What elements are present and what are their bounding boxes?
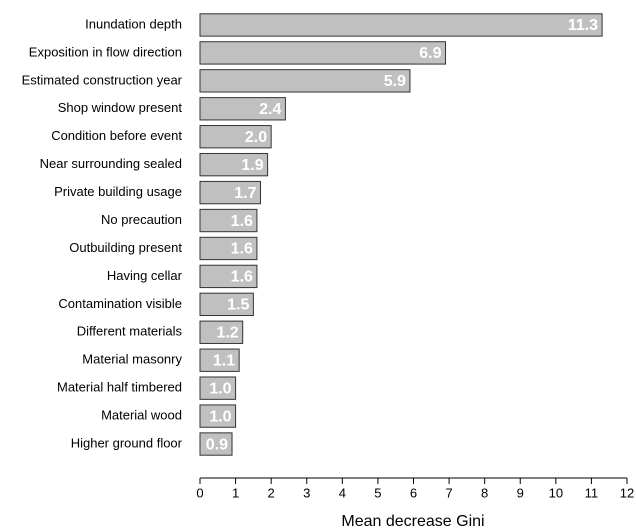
value-label: 1.7	[234, 185, 256, 202]
value-label: 1.6	[231, 213, 253, 230]
x-tick-label: 6	[410, 485, 417, 500]
y-tick-label: Condition before event	[51, 128, 182, 143]
bar	[199, 236, 258, 261]
bar	[199, 404, 237, 428]
x-tick-label: 11	[585, 485, 599, 500]
y-tick-label: Material masonry	[82, 352, 182, 367]
y-tick-label: Exposition in flow direction	[29, 44, 182, 59]
bar	[199, 264, 258, 289]
value-label: 1.6	[231, 269, 253, 286]
value-label: 1.2	[216, 325, 238, 342]
bar	[199, 376, 237, 400]
bar	[199, 13, 603, 37]
x-axis-title: Mean decrease Gini	[341, 513, 484, 530]
value-label: 6.9	[419, 45, 441, 62]
x-tick-label: 2	[268, 485, 275, 500]
y-tick-label: Higher ground floor	[71, 435, 183, 450]
value-label: 1.0	[209, 408, 231, 425]
value-label: 2.0	[245, 129, 267, 146]
x-tick-label: 1	[232, 485, 239, 500]
value-label: 11.3	[568, 17, 598, 34]
x-tick-label: 12	[620, 485, 634, 500]
y-tick-label: Different materials	[77, 324, 183, 339]
bar	[199, 97, 286, 121]
value-label: 1.1	[213, 352, 235, 369]
bar	[199, 69, 411, 93]
x-tick-label: 9	[517, 485, 524, 500]
value-label: 1.0	[209, 380, 231, 397]
bar	[199, 208, 258, 233]
bar	[199, 432, 233, 456]
y-tick-label: No precaution	[101, 212, 182, 227]
y-tick-label: Inundation depth	[85, 16, 182, 31]
y-tick-label: Contamination visible	[58, 296, 182, 311]
value-label: 1.6	[231, 241, 253, 258]
bar	[199, 348, 240, 372]
value-label: 1.5	[227, 297, 249, 314]
x-tick-label: 3	[303, 485, 310, 500]
y-tick-label: Near surrounding sealed	[40, 156, 182, 171]
x-tick-label: 0	[196, 485, 203, 500]
x-tick-label: 8	[481, 485, 488, 500]
bar	[199, 41, 447, 65]
y-tick-label: Private building usage	[54, 184, 182, 199]
x-tick-label: 4	[339, 485, 346, 500]
bar	[199, 152, 269, 177]
bar	[199, 125, 272, 149]
bar	[199, 180, 261, 205]
x-tick-label: 10	[549, 485, 563, 500]
value-label: 2.4	[259, 101, 281, 118]
value-label: 1.9	[241, 157, 263, 174]
value-label: 0.9	[206, 436, 228, 453]
x-tick-label: 5	[374, 485, 381, 500]
y-tick-label: Material wood	[101, 408, 182, 423]
bar	[199, 292, 254, 317]
y-tick-label: Shop window present	[58, 100, 183, 115]
y-tick-label: Estimated construction year	[22, 72, 183, 87]
bar	[199, 320, 244, 344]
y-tick-label: Material half timbered	[57, 380, 182, 395]
y-tick-label: Having cellar	[107, 268, 183, 283]
y-tick-label: Outbuilding present	[69, 240, 182, 255]
value-label: 5.9	[384, 73, 406, 90]
x-tick-label: 7	[445, 485, 452, 500]
